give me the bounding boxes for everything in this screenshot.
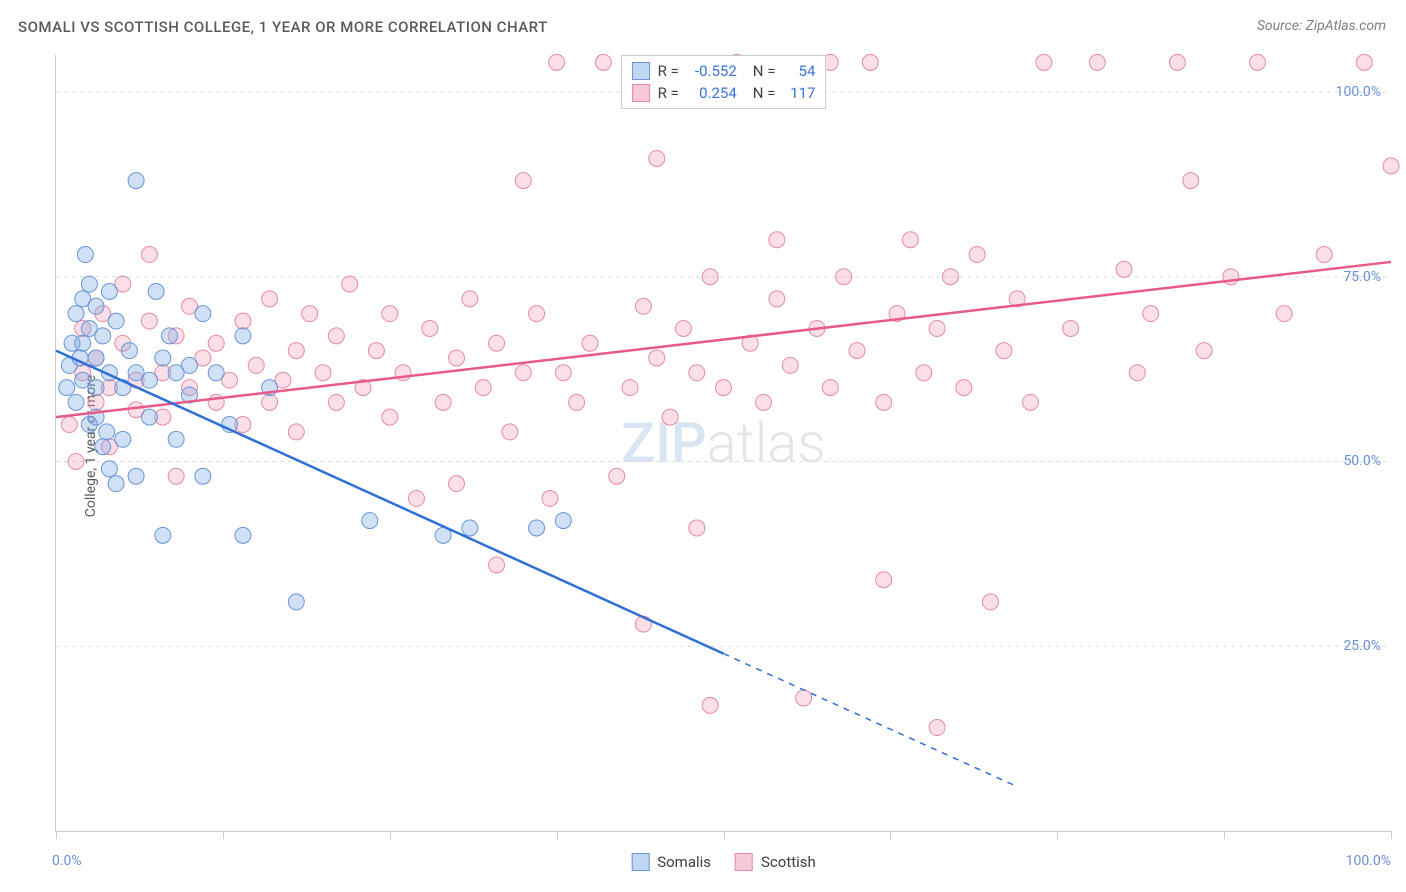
swatch-somalis-icon bbox=[632, 62, 650, 80]
legend-stats-row-somalis: R = -0.552 N = 54 bbox=[632, 60, 816, 82]
stat-r-label: R = bbox=[658, 62, 679, 80]
legend-label-scottish: Scottish bbox=[761, 853, 816, 871]
stat-n-value-scottish: 117 bbox=[781, 84, 815, 102]
stat-n-value-somalis: 54 bbox=[781, 62, 815, 80]
legend-stats-box: R = -0.552 N = 54 R = 0.254 N = 117 bbox=[621, 55, 827, 109]
swatch-somalis-icon bbox=[631, 853, 649, 871]
x-axis-max-label: 100.0% bbox=[1346, 853, 1391, 869]
chart-title: SOMALI VS SCOTTISH COLLEGE, 1 YEAR OR MO… bbox=[18, 18, 548, 36]
legend-item-somalis[interactable]: Somalis bbox=[631, 853, 711, 871]
stat-n-label: N = bbox=[753, 62, 776, 80]
plot-svg bbox=[56, 55, 1391, 831]
y-tick-label: 25.0% bbox=[1343, 638, 1381, 654]
x-tick bbox=[890, 831, 891, 839]
y-tick-label: 75.0% bbox=[1343, 269, 1381, 285]
legend-series: Somalis Scottish bbox=[631, 853, 816, 871]
y-tick-label: 50.0% bbox=[1343, 453, 1381, 469]
swatch-scottish-icon bbox=[735, 853, 753, 871]
legend-stats-row-scottish: R = 0.254 N = 117 bbox=[632, 82, 816, 104]
x-tick bbox=[1224, 831, 1225, 839]
x-axis-min-label: 0.0% bbox=[52, 853, 82, 869]
x-tick bbox=[557, 831, 558, 839]
stat-r-value-scottish: 0.254 bbox=[685, 84, 737, 102]
x-tick bbox=[724, 831, 725, 839]
legend-item-scottish[interactable]: Scottish bbox=[735, 853, 816, 871]
legend-label-somalis: Somalis bbox=[657, 853, 711, 871]
stat-n-label: N = bbox=[753, 84, 776, 102]
plot-area: ZIPatlas R = -0.552 N = 54 R = 0.254 N =… bbox=[55, 55, 1391, 832]
stat-r-label: R = bbox=[658, 84, 679, 102]
y-tick-label: 100.0% bbox=[1336, 84, 1381, 100]
x-tick bbox=[1391, 831, 1392, 839]
x-tick bbox=[223, 831, 224, 839]
swatch-scottish-icon bbox=[632, 84, 650, 102]
x-tick bbox=[56, 831, 57, 839]
x-tick bbox=[390, 831, 391, 839]
stat-r-value-somalis: -0.552 bbox=[685, 62, 737, 80]
x-tick bbox=[1057, 831, 1058, 839]
source-attribution: Source: ZipAtlas.com bbox=[1257, 18, 1386, 34]
